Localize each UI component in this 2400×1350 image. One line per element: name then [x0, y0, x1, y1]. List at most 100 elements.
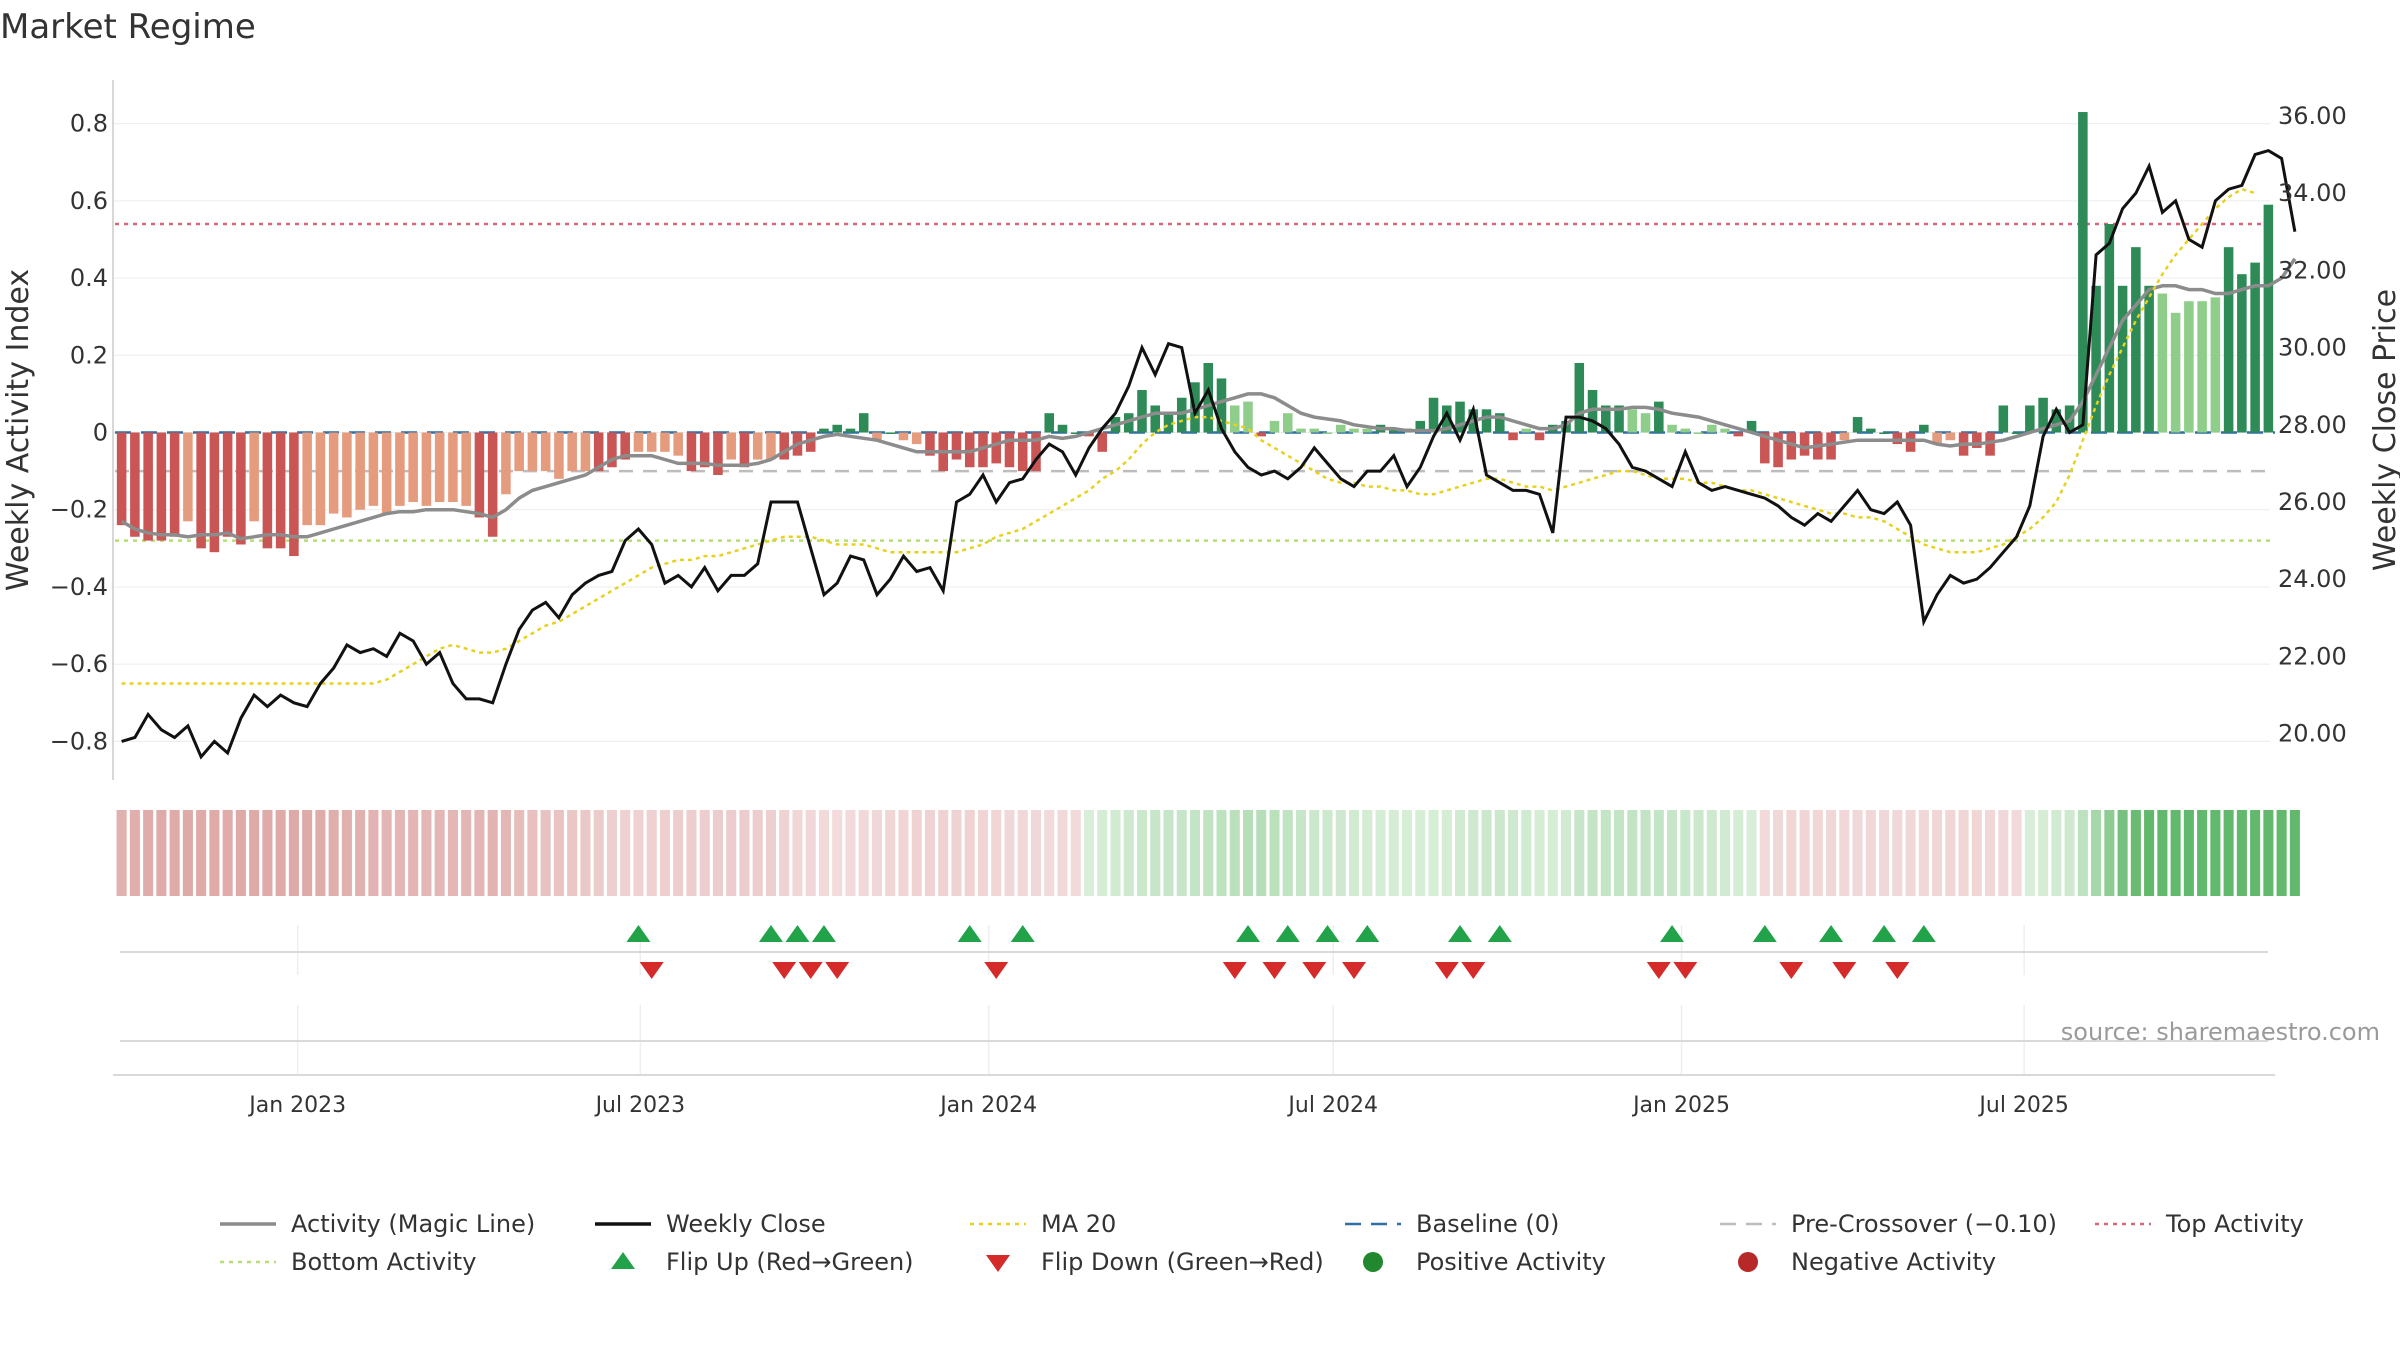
y-left-axis-label: Weekly Activity Index: [1, 269, 36, 591]
activity-bar: [2237, 274, 2247, 433]
activity-bar: [1137, 390, 1147, 433]
flip-up-marker: [1911, 925, 1936, 942]
y-right-tick-label: 30.00: [2278, 334, 2347, 362]
heat-cell: [2038, 810, 2049, 896]
activity-bar: [1123, 413, 1134, 433]
activity-bar: [1256, 432, 1267, 437]
heat-cell: [858, 810, 869, 896]
activity-bar: [911, 432, 922, 445]
heat-cell: [659, 810, 670, 896]
heat-cell: [249, 810, 260, 896]
flip-up-marker: [758, 925, 783, 942]
activity-bar: [1229, 405, 1240, 433]
heat-cell: [1508, 810, 1519, 896]
heat-cell: [129, 810, 140, 896]
heat-cell: [1653, 810, 1664, 896]
activity-bar: [646, 432, 657, 452]
heat-cell: [593, 810, 604, 896]
activity-bar: [1442, 405, 1452, 433]
activity-bar: [2223, 247, 2234, 433]
activity-bar: [805, 432, 816, 452]
heat-cell: [1401, 810, 1413, 896]
x-axis-ticks: Jan 2023 Jul 2023 Jan 2024 Jul 2024 Jan 2025…: [247, 1093, 2069, 1118]
chart-title: Market Regime: [0, 7, 256, 47]
legend-swatch: [1738, 1252, 1758, 1272]
y-right-tick-label: 24.00: [2278, 565, 2347, 593]
activity-bar: [951, 432, 962, 460]
heat-cell: [1203, 810, 1214, 896]
y-left-tick-label: 0.2: [70, 341, 108, 369]
heat-cell: [1348, 810, 1360, 896]
flip-up-marker: [1660, 925, 1685, 942]
flip-up-marker: [957, 925, 982, 942]
source-note: source: sharemaestro.com: [2061, 1018, 2380, 1046]
activity-bar: [169, 432, 180, 537]
activity-bar: [209, 432, 220, 553]
activity-bar: [2051, 409, 2062, 433]
activity-bar: [289, 432, 299, 557]
legend-item: MA 20: [970, 1210, 1116, 1238]
heat-cell: [1335, 810, 1346, 896]
activity-bar: [1932, 432, 1942, 445]
activity-bar: [156, 432, 167, 541]
heat-cell: [1083, 810, 1095, 896]
heat-cell: [302, 810, 313, 896]
heat-cell: [514, 810, 525, 896]
activity-bar: [1362, 428, 1373, 433]
activity-bar: [1495, 413, 1505, 433]
activity-bar: [1017, 432, 1028, 472]
activity-bar: [1296, 428, 1306, 433]
activity-bar: [1176, 397, 1187, 433]
heat-cell: [474, 810, 485, 896]
heat-cell: [1309, 810, 1320, 896]
activity-bar: [1826, 432, 1836, 460]
activity-bar: [408, 432, 418, 502]
heat-cell: [752, 810, 763, 896]
heat-cell: [1295, 810, 1307, 896]
activity-bar: [1799, 432, 1810, 456]
activity-bar: [1786, 432, 1797, 460]
axes: 0.8 0.6 0.4 0.2 0 −0.2 −0.4 −0.6 −0.8 36.00 34.00 3…: [50, 80, 2347, 780]
activity-bar: [355, 432, 365, 510]
activity-bar: [1680, 428, 1691, 433]
heat-cell: [898, 810, 909, 896]
heat-cell: [2024, 810, 2035, 896]
activity-bar: [1985, 432, 1995, 456]
heat-cell: [567, 810, 578, 896]
heat-cell: [2236, 810, 2247, 896]
activity-bar: [381, 432, 392, 514]
activity-bar: [1852, 417, 1863, 433]
heat-cell: [527, 810, 538, 896]
activity-bar: [1070, 432, 1081, 434]
flip-down-marker: [639, 962, 664, 979]
activity-bar: [1773, 432, 1783, 468]
heat-cell: [1534, 810, 1545, 896]
heat-cell: [633, 810, 644, 896]
heat-cell: [1759, 810, 1770, 896]
heat-cell: [1839, 810, 1850, 896]
activity-bar: [1004, 432, 1015, 468]
y-right-tick-label: 28.00: [2278, 411, 2347, 439]
flip-down-marker: [984, 962, 1009, 979]
grid-lines: [113, 123, 2270, 1075]
activity-bar: [1720, 428, 1730, 433]
heat-cell: [1574, 810, 1585, 896]
heat-cell: [143, 810, 154, 896]
heat-cell: [1030, 810, 1042, 896]
heat-cell: [487, 810, 498, 896]
x-tick-label: Jul 2025: [1977, 1093, 2069, 1118]
y-left-tick-label: −0.8: [50, 727, 108, 755]
x-tick-label: Jan 2024: [938, 1093, 1037, 1118]
heat-cell: [1932, 810, 1943, 896]
activity-bar: [1269, 420, 1280, 433]
activity-bar: [1866, 428, 1876, 433]
activity-bar: [885, 432, 895, 434]
activity-bar: [487, 432, 498, 537]
heat-cell: [1004, 810, 1015, 896]
activity-bar: [448, 432, 458, 502]
activity-bar: [1892, 432, 1903, 445]
activity-bar: [461, 432, 471, 506]
heat-cell: [156, 810, 167, 896]
flip-up-marker: [1752, 925, 1777, 942]
heat-cell: [1388, 810, 1399, 896]
